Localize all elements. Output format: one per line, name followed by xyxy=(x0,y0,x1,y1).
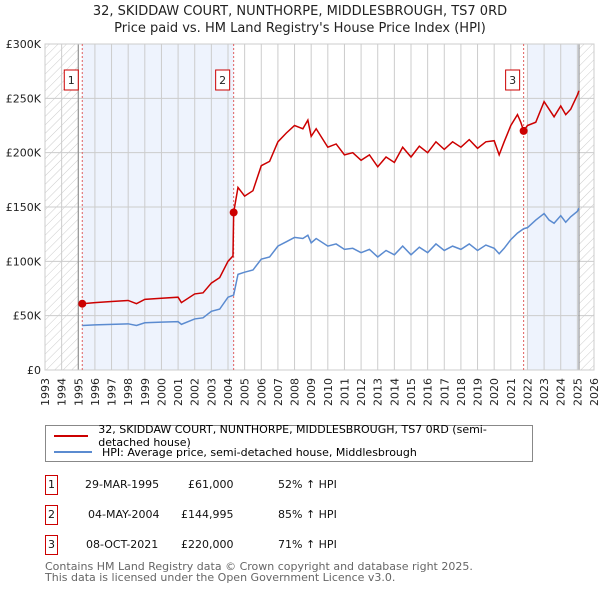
x-tick-label: 1995 xyxy=(72,378,85,406)
x-tick-label: 1994 xyxy=(56,378,69,406)
x-tick-label: 2007 xyxy=(272,378,285,406)
sale-badge: 2 xyxy=(45,505,58,525)
x-tick-label: 2023 xyxy=(538,378,551,406)
sale-badge: 1 xyxy=(45,475,58,495)
x-tick-label: 1998 xyxy=(122,378,135,406)
y-tick-label: £300K xyxy=(6,38,42,51)
legend-item-property: 32, SKIDDAW COURT, NUNTHORPE, MIDDLESBRO… xyxy=(54,423,532,449)
x-tick-label: 2024 xyxy=(555,378,568,406)
legend-swatch-red xyxy=(54,435,89,437)
x-tick-label: 2013 xyxy=(372,378,385,406)
y-tick-label: £200K xyxy=(6,147,42,160)
x-tick-label: 1996 xyxy=(89,378,102,406)
x-tick-label: 2019 xyxy=(472,378,485,406)
x-tick-label: 2016 xyxy=(422,378,435,406)
x-tick-label: 2015 xyxy=(405,378,418,406)
footer-copyright: Contains HM Land Registry data © Crown c… xyxy=(45,560,473,573)
sale-price: £220,000 xyxy=(181,538,234,551)
x-tick-label: 2020 xyxy=(488,378,501,406)
sale-label: 3 xyxy=(509,74,516,87)
footer-licence: This data is licensed under the Open Gov… xyxy=(45,571,396,584)
x-tick-label: 2003 xyxy=(205,378,218,406)
legend-swatch-blue xyxy=(54,451,92,453)
x-tick-label: 2005 xyxy=(239,378,252,406)
x-tick-label: 2011 xyxy=(338,378,351,406)
sale-point xyxy=(78,299,87,308)
x-tick-label: 2000 xyxy=(155,378,168,406)
x-tick-label: 2006 xyxy=(255,378,268,406)
sale-point xyxy=(229,208,238,217)
series-line xyxy=(82,90,580,305)
x-tick-label: 2004 xyxy=(222,378,235,406)
legend-label: 32, SKIDDAW COURT, NUNTHORPE, MIDDLESBRO… xyxy=(98,423,487,449)
sale-label-box xyxy=(215,69,231,91)
legend-label: HPI: Average price, semi-detached house,… xyxy=(102,445,417,459)
sale-price: £61,000 xyxy=(188,478,234,491)
legend-item-hpi: HPI: Average price, semi-detached house,… xyxy=(54,444,417,460)
sale-date: 08-OCT-2021 xyxy=(86,538,159,551)
x-tick-label: 2002 xyxy=(189,378,202,406)
x-tick-label: 2022 xyxy=(521,378,534,406)
chart-title: 32, SKIDDAW COURT, NUNTHORPE, MIDDLESBRO… xyxy=(92,4,508,19)
y-tick-label: £150K xyxy=(6,201,42,214)
sale-date: 29-MAR-1995 xyxy=(85,478,160,491)
y-tick-label: £50K xyxy=(13,310,42,323)
x-tick-label: 2010 xyxy=(322,378,335,406)
plot-frame xyxy=(44,43,595,371)
y-tick-label: £0 xyxy=(27,364,41,377)
x-tick-label: 2025 xyxy=(571,378,584,406)
price-chart: 1993 1994 1995 1996 1997 1998 1999 2000 2001 2002… xyxy=(6,38,600,406)
y-tick-label: £250K xyxy=(6,92,42,105)
chart-subtitle: Price paid vs. HM Land Registry's House … xyxy=(114,21,486,36)
x-tick-label: 1999 xyxy=(139,378,152,406)
sale-date: 04-MAY-2004 xyxy=(88,508,160,521)
x-tick-label: 2018 xyxy=(455,378,468,406)
sale-point xyxy=(519,126,528,135)
x-tick-label: 2001 xyxy=(172,378,185,406)
x-tick-label: 2009 xyxy=(305,378,318,406)
sale-badge: 3 xyxy=(45,535,58,555)
x-tick-label: 2026 xyxy=(588,378,600,406)
x-tick-label: 2014 xyxy=(388,378,401,406)
x-tick-label: 2008 xyxy=(289,378,302,406)
x-tick-label: 1997 xyxy=(106,378,119,406)
y-tick-label: £100K xyxy=(6,255,42,268)
x-tick-label: 2012 xyxy=(355,378,368,406)
sale-label-box xyxy=(63,69,79,91)
sale-hpi: 71% ↑ HPI xyxy=(278,538,337,551)
sale-label: 1 xyxy=(68,74,75,87)
legend: 32, SKIDDAW COURT, NUNTHORPE, MIDDLESBRO… xyxy=(45,423,533,462)
sale-hpi: 52% ↑ HPI xyxy=(278,478,337,491)
series-line xyxy=(82,207,580,327)
sale-price: £144,995 xyxy=(181,508,234,521)
sale-label-box xyxy=(505,69,521,91)
x-tick-label: 1993 xyxy=(39,378,52,406)
sale-hpi: 85% ↑ HPI xyxy=(278,508,337,521)
sale-label: 2 xyxy=(219,74,226,87)
x-tick-label: 2017 xyxy=(438,378,451,406)
x-tick-label: 2021 xyxy=(505,378,518,406)
